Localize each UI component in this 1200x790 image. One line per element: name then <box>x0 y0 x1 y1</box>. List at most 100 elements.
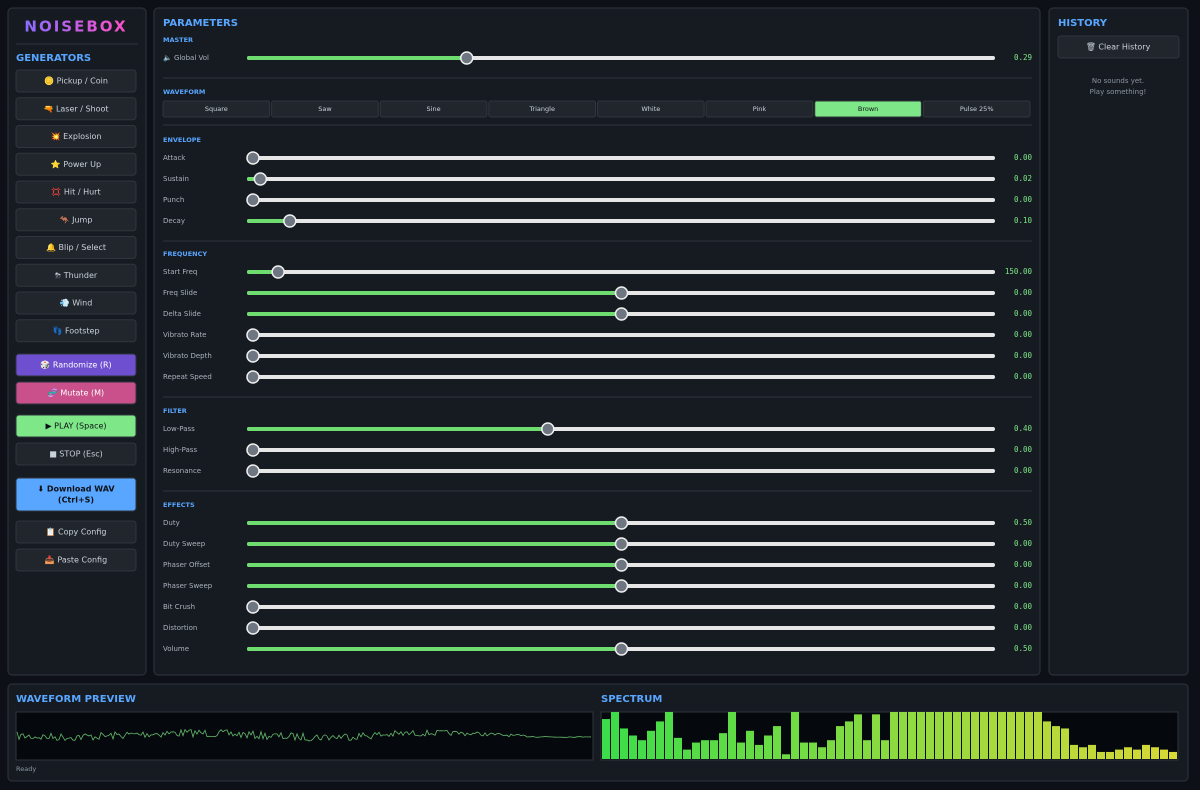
slider-value: 0.00 <box>1014 445 1033 454</box>
spectrum-bar <box>854 714 862 759</box>
slider-label: High-Pass <box>163 446 197 454</box>
generator-button[interactable] <box>15 69 137 93</box>
generator-button-label: 🪙 Pickup / Coin <box>44 76 108 86</box>
waveform-tab[interactable] <box>814 100 922 118</box>
slider-thumb[interactable] <box>459 51 474 65</box>
slider-thumb[interactable] <box>246 370 260 384</box>
spectrum-bar <box>1088 744 1096 759</box>
slider-thumb[interactable] <box>246 443 260 457</box>
slider-thumb[interactable] <box>253 172 268 186</box>
action-button[interactable] <box>15 353 137 377</box>
slider-thumb[interactable] <box>614 286 629 300</box>
slider-thumb[interactable] <box>614 307 629 321</box>
spectrum-bar <box>638 740 646 759</box>
slider-thumb[interactable] <box>614 642 629 656</box>
slider-thumb[interactable] <box>283 214 297 228</box>
slider-thumb[interactable] <box>614 516 629 530</box>
slider-thumb[interactable] <box>246 328 260 342</box>
section-label: FILTER <box>163 407 187 415</box>
generator-button[interactable] <box>15 319 137 343</box>
slider-label: Vibrato Rate <box>163 331 207 339</box>
spectrum-bar <box>1061 728 1069 759</box>
spectrum-bar <box>737 742 745 759</box>
generator-button[interactable] <box>15 180 137 204</box>
action-button-label: (Ctrl+S) <box>58 496 94 505</box>
spectrum-bar <box>620 728 628 759</box>
action-button[interactable] <box>15 414 137 438</box>
spectrum-bar <box>692 742 700 759</box>
slider-track <box>247 469 995 473</box>
slider-thumb[interactable] <box>246 193 260 207</box>
action-button[interactable] <box>15 442 137 466</box>
generator-button[interactable] <box>15 236 137 259</box>
waveform-tab[interactable] <box>271 100 379 118</box>
slider-track <box>247 605 995 609</box>
slider-value: 0.00 <box>1014 560 1033 569</box>
slider-thumb[interactable] <box>246 464 260 478</box>
action-button[interactable] <box>15 548 137 572</box>
spectrum-bar <box>1169 751 1177 759</box>
slider-value: 0.00 <box>1014 372 1033 381</box>
slider-thumb[interactable] <box>246 151 260 165</box>
slider-label: Start Freq <box>163 268 197 276</box>
spectrum-bar <box>998 712 1006 759</box>
slider-thumb[interactable] <box>271 265 285 279</box>
slider-thumb[interactable] <box>541 422 555 436</box>
spectrum-bar <box>1007 712 1015 759</box>
waveform-tab[interactable] <box>705 100 814 118</box>
spectrum-bar <box>809 742 817 759</box>
spectrum-bar <box>926 712 934 759</box>
generator-button[interactable] <box>15 208 137 232</box>
slider-value: 0.00 <box>1014 623 1033 632</box>
spectrum-bar <box>890 712 898 759</box>
slider-value: 0.00 <box>1014 309 1033 318</box>
generator-button-label: 💥 Explosion <box>51 131 102 141</box>
spectrum-bar <box>1115 749 1123 759</box>
generator-button[interactable] <box>15 97 137 121</box>
action-button-label: ■ STOP (Esc) <box>49 450 103 459</box>
slider-thumb[interactable] <box>614 558 629 572</box>
slider-value: 0.00 <box>1014 330 1033 339</box>
waveform-tab[interactable] <box>922 100 1031 118</box>
slider-fill <box>247 647 622 651</box>
action-button[interactable] <box>15 381 137 405</box>
section-label: MASTER <box>163 36 193 44</box>
generator-button-label: 🔫 Laser / Shoot <box>43 104 108 113</box>
waveform-tab-label: Saw <box>318 105 332 113</box>
spectrum-title: SPECTRUM <box>601 694 662 705</box>
slider-label: Phaser Offset <box>163 561 210 569</box>
history-empty: Play something! <box>1090 88 1147 96</box>
action-button[interactable] <box>15 520 137 544</box>
slider-track <box>247 333 995 337</box>
waveform-tab[interactable] <box>597 100 705 118</box>
spectrum-bar <box>827 740 835 759</box>
generator-button[interactable] <box>15 291 137 315</box>
spectrum-bar <box>1124 747 1132 759</box>
spectrum-bar <box>710 740 718 759</box>
waveform-tab-label: Triangle <box>528 105 555 113</box>
spectrum-bar <box>629 735 637 759</box>
spectrum-bar <box>1133 749 1141 759</box>
slider-label: Low-Pass <box>163 425 195 433</box>
generator-button[interactable] <box>15 152 137 176</box>
slider-thumb[interactable] <box>246 349 260 363</box>
section-label: WAVEFORM <box>163 88 205 96</box>
slider-thumb[interactable] <box>614 579 629 593</box>
slider-fill <box>247 427 548 431</box>
waveform-tab[interactable] <box>162 100 271 118</box>
spectrum-bar <box>674 737 682 759</box>
waveform-tab[interactable] <box>379 100 488 118</box>
generator-button[interactable] <box>15 125 137 148</box>
slider-thumb[interactable] <box>246 621 260 635</box>
slider-fill <box>247 291 622 295</box>
spectrum-bar <box>935 712 943 759</box>
slider-thumb[interactable] <box>246 600 260 614</box>
action-button[interactable] <box>15 477 137 512</box>
clear-history-button[interactable] <box>1057 35 1180 59</box>
generator-button[interactable] <box>15 263 137 287</box>
slider-thumb[interactable] <box>614 537 629 551</box>
waveform-tab[interactable] <box>488 100 596 118</box>
slider-label: Attack <box>163 154 186 162</box>
spectrum-bar <box>782 754 790 759</box>
